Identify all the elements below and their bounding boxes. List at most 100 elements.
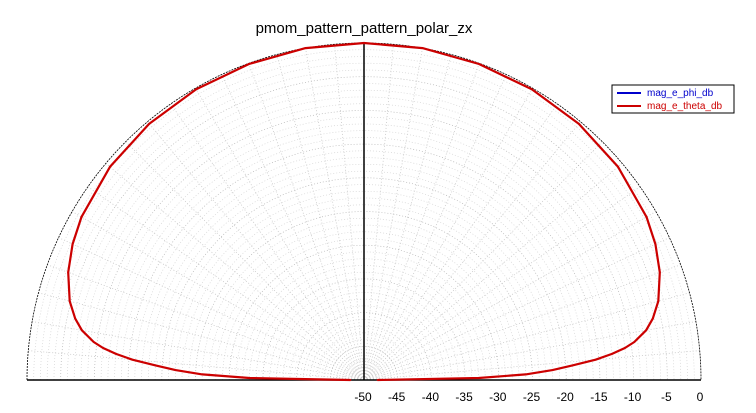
spoke-line xyxy=(363,54,452,381)
series-layer xyxy=(67,41,661,382)
data-point xyxy=(248,377,251,379)
spoke-line xyxy=(363,121,581,381)
radial-tick-label: -50 xyxy=(354,390,372,404)
grid-ring xyxy=(134,150,594,381)
grid-ring xyxy=(33,49,695,381)
data-point xyxy=(611,353,613,355)
spoke-line xyxy=(363,237,670,381)
radial-tick-label: -15 xyxy=(590,390,608,404)
grid-ring xyxy=(127,143,601,381)
radial-tick-label: -10 xyxy=(624,390,642,404)
spoke-line xyxy=(363,350,700,381)
grid-ring xyxy=(87,103,641,381)
radial-tick-label: -25 xyxy=(523,390,541,404)
legend-label-phi: mag_e_phi_db xyxy=(647,88,714,99)
grid-ring xyxy=(141,157,587,381)
grid-ring xyxy=(100,116,628,381)
data-point xyxy=(477,377,480,379)
radial-tick-label: -45 xyxy=(388,390,406,404)
spoke-line xyxy=(363,264,681,381)
data-point xyxy=(645,216,648,218)
grid-ring xyxy=(289,305,439,381)
spoke-line xyxy=(363,321,696,381)
data-point xyxy=(645,329,647,332)
data-point xyxy=(109,165,111,168)
data-point xyxy=(363,42,365,44)
spoke-line xyxy=(363,63,480,381)
spoke-line xyxy=(363,211,657,381)
grid-ring xyxy=(174,190,554,381)
data-point xyxy=(67,271,70,274)
radial-tick-label: -40 xyxy=(422,390,440,404)
legend: mag_e_phi_db mag_e_theta_db xyxy=(611,84,735,114)
data-point xyxy=(81,329,83,332)
data-point xyxy=(102,347,104,349)
data-point xyxy=(248,63,250,65)
spoke-line xyxy=(58,237,365,381)
data-point xyxy=(74,317,77,320)
radial-tick-label: -20 xyxy=(557,390,575,404)
radial-tick-label: -35 xyxy=(455,390,473,404)
data-point xyxy=(195,88,198,91)
data-point xyxy=(617,165,619,168)
data-point xyxy=(594,358,597,361)
spoke-line xyxy=(363,103,558,381)
data-point xyxy=(657,300,660,303)
data-point xyxy=(376,379,379,381)
data-point xyxy=(654,243,657,246)
data-point xyxy=(658,271,661,274)
data-point xyxy=(304,47,307,49)
data-point xyxy=(80,216,83,218)
data-point xyxy=(131,358,134,361)
data-point xyxy=(68,300,71,303)
data-point xyxy=(478,63,480,65)
data-point xyxy=(624,347,626,349)
grid-ring xyxy=(46,62,682,381)
spoke-line xyxy=(28,350,365,381)
data-point xyxy=(551,369,554,371)
spoke-line xyxy=(195,87,365,381)
radial-tick-labels: -50 -45 -40 -35 -30 -25 -20 -15 -10 -5 0 xyxy=(354,390,703,404)
data-point xyxy=(530,88,533,91)
legend-label-theta: mag_e_theta_db xyxy=(647,101,723,112)
data-point xyxy=(349,379,352,381)
spoke-line xyxy=(147,121,365,381)
data-point xyxy=(92,341,95,343)
data-point xyxy=(421,47,424,49)
data-point xyxy=(154,364,157,367)
data-point xyxy=(578,123,580,125)
radial-tick-label: -5 xyxy=(661,390,672,404)
spoke-line xyxy=(47,264,365,381)
axes xyxy=(27,43,701,381)
data-point xyxy=(201,373,204,376)
radial-tick-label: 0 xyxy=(697,390,704,404)
spoke-line xyxy=(363,74,507,381)
spoke-line xyxy=(305,48,365,381)
spoke-line xyxy=(363,292,690,381)
grid-ring xyxy=(188,204,540,381)
grid-ring xyxy=(249,265,479,381)
spoke-line xyxy=(170,103,365,381)
spoke-line xyxy=(248,63,365,381)
grid-ring xyxy=(302,318,426,381)
data-point xyxy=(651,317,654,320)
data-point xyxy=(71,243,74,246)
spoke-line xyxy=(38,292,365,381)
data-point xyxy=(633,341,636,343)
spoke-line xyxy=(276,54,365,381)
spoke-line xyxy=(363,48,423,381)
data-point xyxy=(148,123,151,125)
spoke-line xyxy=(221,74,365,381)
data-point xyxy=(115,353,117,355)
data-point xyxy=(174,369,177,371)
chart-title: pmom_pattern_pattern_polar_zx xyxy=(256,20,473,37)
data-point xyxy=(524,373,527,376)
legend-box xyxy=(611,84,735,114)
grid-ring xyxy=(242,258,486,381)
data-point xyxy=(571,364,574,367)
grid-ring xyxy=(356,372,372,381)
spoke-line xyxy=(71,211,365,381)
spoke-line xyxy=(32,321,365,381)
